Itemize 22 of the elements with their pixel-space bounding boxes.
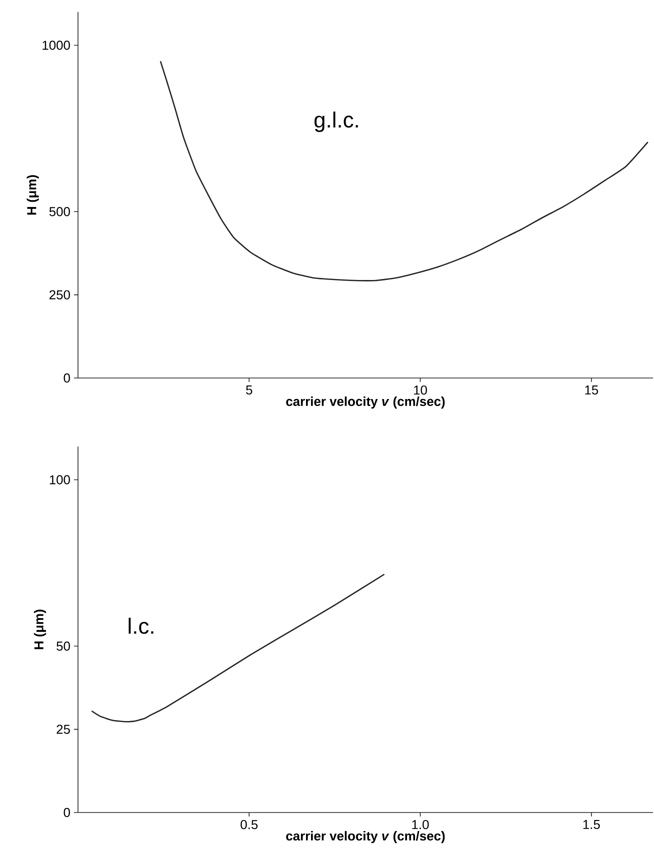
y-tick-label: 50 [56,642,70,651]
x-tick-label: 1.5 [583,820,600,830]
x-tick-label: 10 [414,386,427,395]
x-tick-label: 1.0 [412,820,429,830]
y-tick-label: 500 [49,207,70,216]
y-axis-title: H (μm) [26,175,39,215]
y-tick-label: 100 [50,475,70,484]
annotation: g.l.c. [314,112,358,132]
y-tick-label: 250 [50,290,70,300]
x-axis-title: carrier velocity v (cm/sec) [286,396,445,409]
x-axis-title: carrier velocity v (cm/sec) [286,831,445,844]
x-tick-label: 15 [585,386,598,395]
y-tick-label: 0 [64,808,70,818]
line-series [160,60,649,282]
line-series [91,574,385,722]
y-axis-title: H (μm) [34,610,46,650]
annotation: l.c. [128,618,154,634]
x-tick-label: 0.5 [240,820,258,830]
x-tick-label: 5 [246,386,252,395]
y-tick-label: 25 [56,724,70,734]
y-tick-label: 1000 [42,40,70,50]
y-tick-label: 0 [64,373,70,383]
